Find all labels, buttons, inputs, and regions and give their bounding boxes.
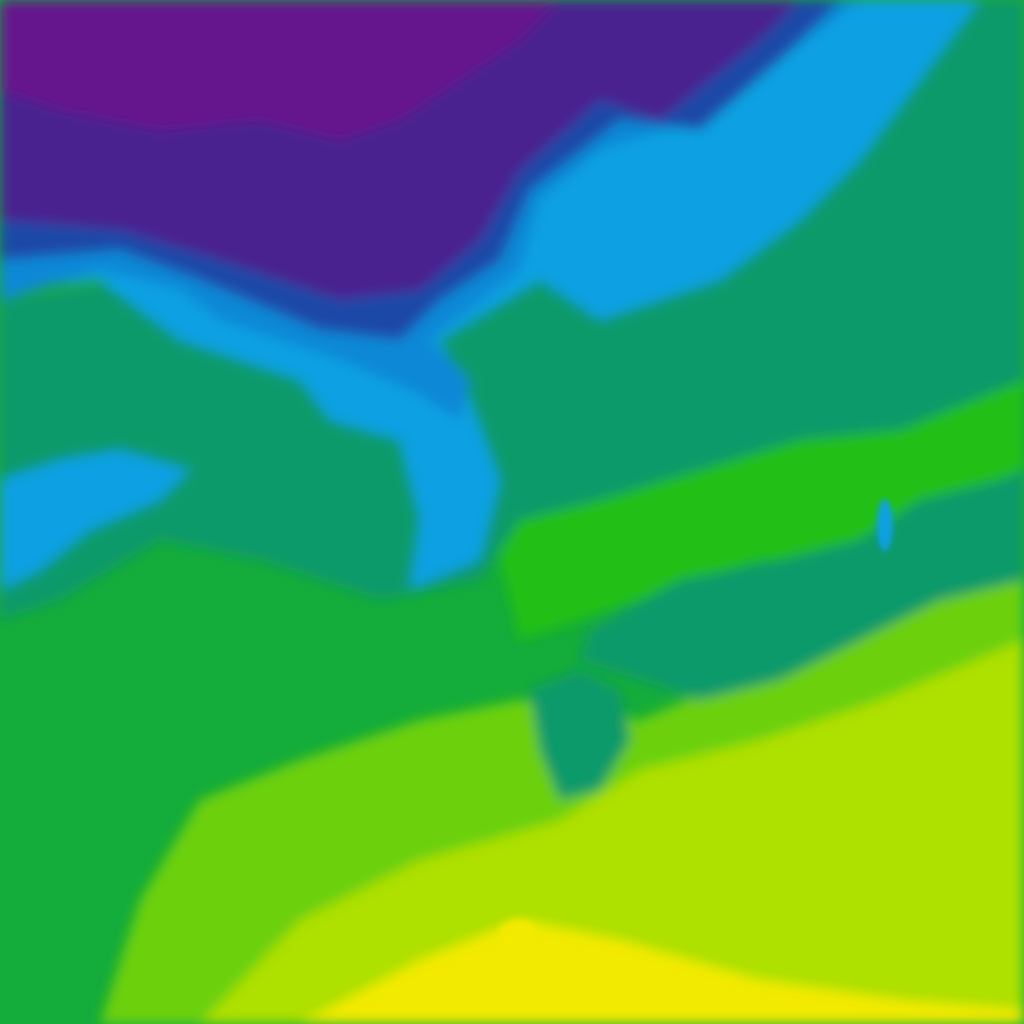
island	[877, 499, 893, 551]
teal-zone	[0, 0, 1024, 620]
kyushu-landmass	[530, 670, 630, 800]
japan-landmass	[580, 470, 1024, 700]
yellow-green-zone	[200, 640, 1024, 1024]
magenta-zone	[0, 0, 560, 140]
yellow-patch	[500, 920, 536, 944]
yellow-zone	[300, 920, 1024, 1024]
cyan-land-west	[0, 450, 190, 590]
